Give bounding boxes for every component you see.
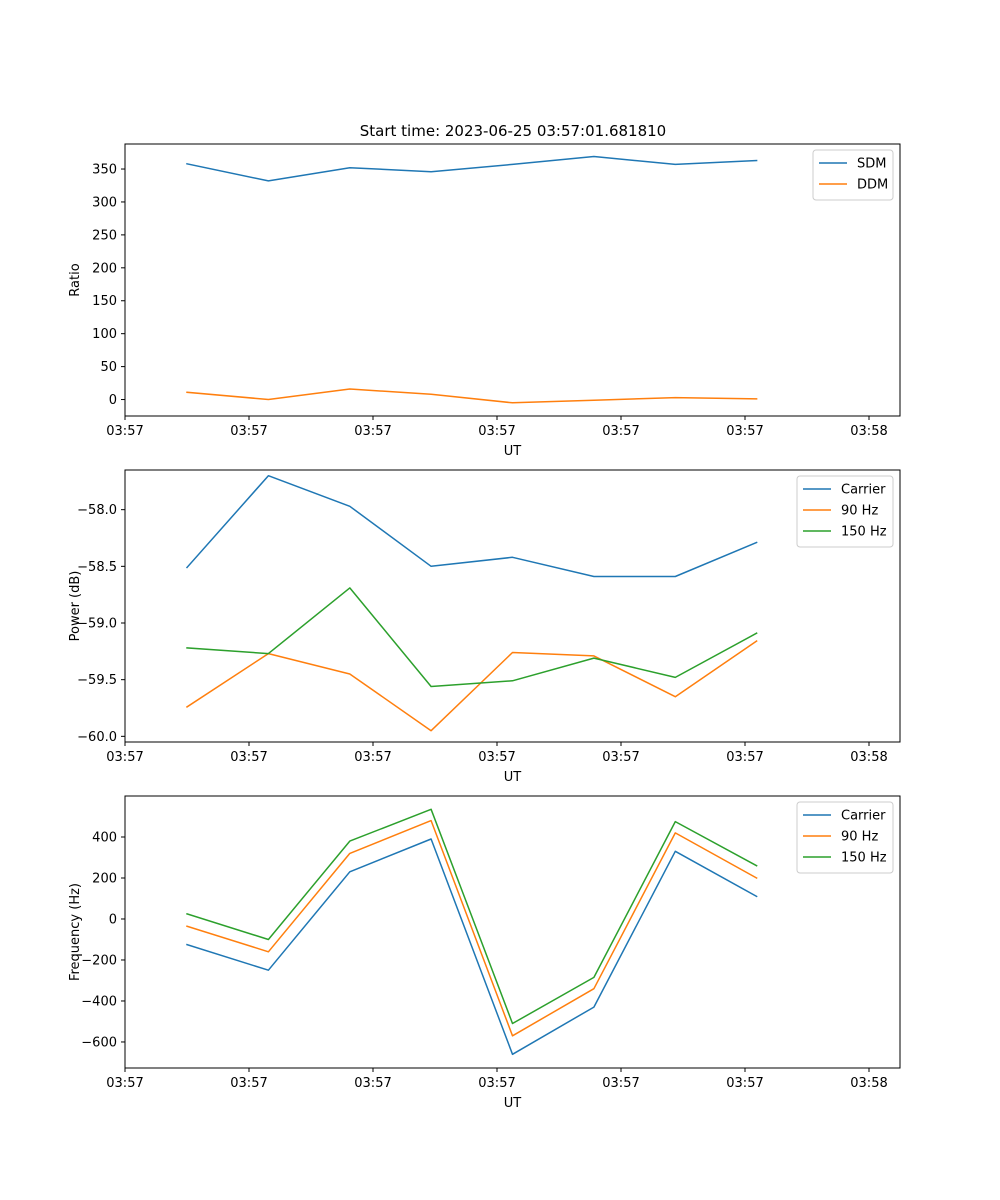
legend-label: 150 Hz bbox=[841, 525, 887, 540]
x-tick-label: 03:57 bbox=[230, 1076, 267, 1091]
y-tick-label: −200 bbox=[81, 953, 117, 968]
x-tick-label: 03:57 bbox=[354, 424, 391, 439]
legend: Carrier 90 Hz 150 Hz bbox=[796, 475, 894, 548]
x-tick-label: 03:57 bbox=[354, 1076, 391, 1091]
chart-panel-3: 03:57 03:57 03:57 03:57 03:57 03:57 03:58 −600 −… bbox=[68, 795, 901, 1111]
legend-label: SDM bbox=[857, 157, 886, 172]
y-tick-label: 250 bbox=[92, 228, 117, 243]
chart-panel-2: 03:57 03:57 03:57 03:57 03:57 03:57 03:58 −60.0… bbox=[68, 469, 901, 785]
x-tick-label: 03:58 bbox=[850, 750, 887, 765]
x-tick-label: 03:57 bbox=[478, 424, 515, 439]
y-tick-label: 150 bbox=[92, 294, 117, 309]
x-tick-label: 03:57 bbox=[726, 750, 763, 765]
x-axis-label: UT bbox=[504, 770, 522, 785]
y-axis-label: Power (dB) bbox=[68, 571, 83, 642]
x-tick-label: 03:57 bbox=[354, 750, 391, 765]
axes-frame bbox=[124, 469, 901, 743]
x-tick-label: 03:57 bbox=[726, 424, 763, 439]
x-tick-label: 03:57 bbox=[602, 424, 639, 439]
x-tick-label: 03:57 bbox=[106, 1076, 143, 1091]
figure-title: Start time: 2023-06-25 03:57:01.681810 bbox=[360, 122, 666, 140]
x-tick-label: 03:57 bbox=[230, 424, 267, 439]
x-tick-label: 03:58 bbox=[850, 424, 887, 439]
series-line-ddm bbox=[186, 388, 758, 404]
legend: SDM DDM bbox=[812, 149, 894, 201]
chart-panel-1: 03:57 03:57 03:57 03:57 03:57 03:57 03:58 0 50 10… bbox=[68, 143, 901, 459]
legend-box bbox=[796, 475, 894, 548]
y-axis-label: Frequency (Hz) bbox=[68, 883, 83, 981]
series-line-150-hz bbox=[186, 808, 758, 1025]
x-tick-label: 03:57 bbox=[478, 1076, 515, 1091]
legend-box bbox=[796, 801, 894, 874]
y-tick-label: −60.0 bbox=[77, 730, 117, 745]
series-line-carrier bbox=[186, 838, 758, 1056]
legend-label: 150 Hz bbox=[841, 851, 887, 866]
axes-frame bbox=[124, 143, 901, 417]
y-axis-label: Ratio bbox=[68, 263, 83, 296]
series-line-90-hz bbox=[186, 819, 758, 1037]
legend-label: DDM bbox=[857, 178, 888, 193]
x-tick-label: 03:57 bbox=[726, 1076, 763, 1091]
y-tick-label: −59.0 bbox=[77, 617, 117, 632]
legend-label: Carrier bbox=[841, 809, 886, 824]
legend-label: 90 Hz bbox=[841, 830, 878, 845]
series-line-150-hz bbox=[186, 587, 758, 688]
x-tick-label: 03:57 bbox=[106, 750, 143, 765]
legend-label: 90 Hz bbox=[841, 504, 878, 519]
x-tick-label: 03:58 bbox=[850, 1076, 887, 1091]
y-tick-label: 300 bbox=[92, 195, 117, 210]
y-tick-label: −59.5 bbox=[77, 673, 117, 688]
x-tick-label: 03:57 bbox=[478, 750, 515, 765]
y-tick-label: 400 bbox=[92, 830, 117, 845]
y-tick-label: 200 bbox=[92, 871, 117, 886]
x-tick-label: 03:57 bbox=[602, 1076, 639, 1091]
y-tick-label: 50 bbox=[100, 360, 117, 375]
x-axis-label: UT bbox=[504, 444, 522, 459]
legend-label: Carrier bbox=[841, 483, 886, 498]
x-tick-label: 03:57 bbox=[230, 750, 267, 765]
series-line-carrier bbox=[185, 474, 758, 578]
series-line-90-hz bbox=[185, 640, 758, 732]
y-tick-label: 350 bbox=[92, 163, 117, 178]
y-tick-label: 200 bbox=[92, 261, 117, 276]
x-tick-label: 03:57 bbox=[602, 750, 639, 765]
y-tick-label: −58.5 bbox=[77, 560, 117, 575]
y-tick-label: 0 bbox=[109, 393, 117, 408]
x-tick-label: 03:57 bbox=[106, 424, 143, 439]
legend: Carrier 90 Hz 150 Hz bbox=[796, 801, 894, 874]
series-line-sdm bbox=[186, 155, 758, 182]
axes-frame bbox=[124, 795, 901, 1069]
y-tick-label: −600 bbox=[81, 1035, 117, 1050]
y-tick-label: 100 bbox=[92, 327, 117, 342]
y-tick-label: 0 bbox=[109, 912, 117, 927]
y-tick-label: −58.0 bbox=[77, 503, 117, 518]
x-axis-label: UT bbox=[504, 1096, 522, 1111]
y-tick-label: −400 bbox=[81, 994, 117, 1009]
